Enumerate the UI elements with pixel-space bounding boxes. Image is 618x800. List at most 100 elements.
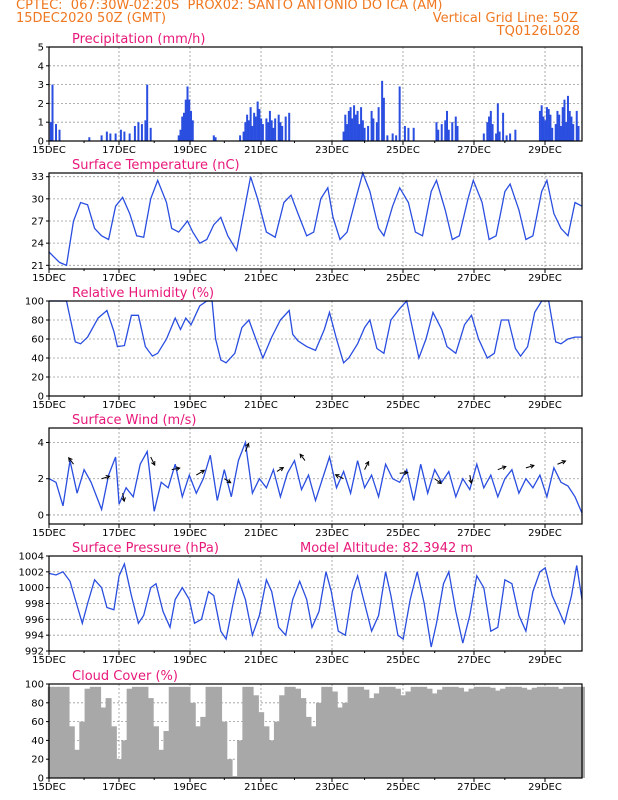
y-tick-label: 100	[25, 297, 44, 308]
x-tick-label: 23DEC	[315, 655, 349, 666]
precip-bar	[538, 110, 541, 141]
y-tick-label: 992	[25, 647, 44, 658]
x-tick-label: 19DEC	[173, 528, 207, 539]
x-tick-label: 29DEC	[528, 400, 562, 411]
plot-frame	[48, 683, 583, 779]
y-tick-label: 40	[31, 736, 44, 747]
precip-bar	[55, 124, 58, 141]
plot-frame	[48, 427, 583, 525]
precip-bar	[456, 125, 459, 141]
precip-bar	[444, 120, 447, 141]
precip-bar	[489, 110, 492, 141]
x-tick-label: 15DEC	[32, 782, 66, 793]
y-tick-label: 996	[25, 615, 44, 626]
precip-bar	[496, 103, 499, 141]
model-altitude-label: Model Altitude: 82.3942 m	[300, 541, 473, 556]
header-line1: CPTEC: 067:30W-02:20S PROX02: SANTO ANTO…	[16, 0, 443, 13]
precip-bar	[566, 95, 569, 141]
x-tick-label: 21DEC	[244, 145, 278, 156]
cloud-bar	[47, 686, 54, 778]
wind-arrow-head	[561, 460, 567, 465]
cloud-bar	[247, 686, 254, 778]
cloud-bar	[342, 702, 349, 778]
chart-panel-3: 0 2 4 15DEC 17DEC 19DEC 21DEC 23DEC 25DEC 27DEC 29…	[32, 413, 583, 539]
x-tick-label: 25DEC	[386, 782, 420, 793]
x-tick-label: 23DEC	[315, 400, 349, 411]
x-tick-label: 21DEC	[244, 782, 278, 793]
cloud-bar	[557, 688, 564, 778]
x-tick-label: 29DEC	[528, 782, 562, 793]
precip-bar	[184, 99, 187, 141]
cloud-bar	[289, 686, 296, 778]
precip-bar	[277, 114, 280, 141]
cloud-bar	[547, 686, 554, 778]
precip-bar	[281, 125, 284, 141]
precip-bar	[212, 135, 215, 141]
precip-bar	[505, 135, 508, 141]
wind-arrow-head	[365, 460, 370, 466]
cloud-bar	[373, 693, 380, 778]
precip-bar	[375, 122, 378, 141]
precip-bar	[498, 131, 501, 141]
chart-panel-2: 0 20 40 60 80 100 15DEC 17DEC 19DEC 21DEC 23DEC 25D…	[25, 286, 583, 411]
cloud-bar	[84, 688, 91, 778]
y-tick-label: 4	[38, 438, 44, 449]
chart-title: Precipitation (mm/h)	[72, 32, 205, 47]
cloud-bar	[184, 686, 191, 778]
cloud-bar	[431, 693, 438, 778]
precip-bar	[268, 110, 271, 141]
precip-bar	[123, 131, 126, 141]
precip-bar	[542, 116, 545, 141]
x-tick-label: 25DEC	[386, 655, 420, 666]
y-tick-label: 1002	[19, 567, 44, 578]
precip-bar	[563, 99, 566, 141]
precip-bar	[349, 107, 352, 141]
precip-bar	[256, 101, 259, 141]
cloud-bar	[237, 740, 244, 778]
cloud-bar	[121, 740, 128, 778]
precip-bar	[544, 120, 547, 141]
precip-bar	[502, 112, 505, 141]
y-tick-label: 60	[31, 717, 44, 728]
cloud-bar	[252, 695, 259, 778]
plot-frame	[48, 46, 583, 142]
precip-bar	[186, 86, 189, 141]
cloud-bar	[126, 688, 133, 778]
x-tick-label: 23DEC	[315, 273, 349, 284]
chart-title: Relative Humidity (%)	[72, 286, 214, 301]
cloud-bar	[505, 686, 512, 778]
wind-arrow	[122, 493, 125, 502]
precip-bar	[514, 129, 517, 141]
precip-bar	[177, 135, 180, 141]
precip-bar	[407, 127, 410, 141]
cloud-bar	[131, 686, 138, 778]
wind-arrow-head	[403, 470, 409, 476]
y-tick-label: 1	[38, 118, 44, 129]
y-tick-label: 994	[25, 631, 44, 642]
cloud-bar	[436, 689, 443, 778]
cloud-bar	[74, 749, 81, 778]
x-tick-label: 27DEC	[457, 273, 491, 284]
precip-bar	[556, 110, 559, 141]
precip-bar	[279, 122, 282, 141]
y-tick-label: 0	[38, 510, 44, 521]
cloud-bar	[294, 688, 301, 778]
precip-bar	[239, 135, 242, 141]
cloud-bar	[226, 759, 233, 778]
y-tick-label: 2	[38, 474, 44, 485]
x-tick-label: 19DEC	[173, 655, 207, 666]
x-tick-label: 25DEC	[386, 528, 420, 539]
x-tick-label: 25DEC	[386, 145, 420, 156]
precip-bar	[395, 135, 398, 141]
x-tick-label: 29DEC	[528, 655, 562, 666]
precip-bar	[412, 127, 415, 141]
y-tick-label: 21	[31, 261, 44, 272]
cloud-bar	[321, 686, 328, 778]
wind-arrow-head	[175, 466, 181, 471]
wind-arrow	[434, 478, 442, 484]
cloud-bar	[510, 686, 517, 778]
y-tick-label: 0	[38, 137, 44, 148]
wind-arrow	[364, 461, 370, 470]
cloud-bar	[89, 686, 96, 778]
cloud-bar	[273, 721, 280, 778]
